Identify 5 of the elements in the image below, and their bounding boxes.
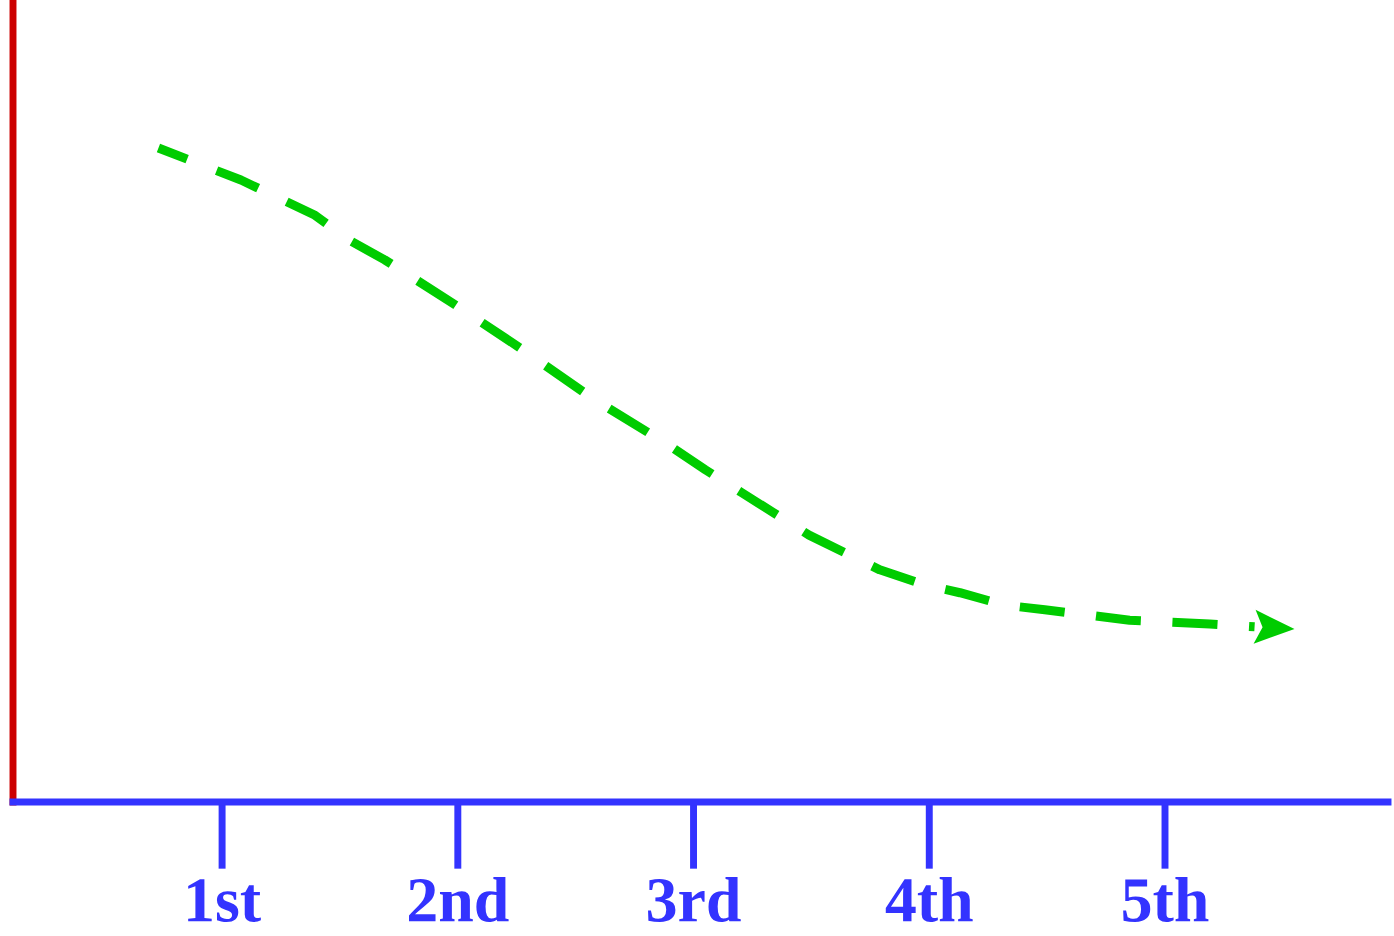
x-tick-label: 5th bbox=[1123, 877, 1209, 922]
x-tick-label: 1st bbox=[188, 879, 261, 922]
x-tick-label: 4th bbox=[885, 877, 973, 922]
x-tick-label: 2nd bbox=[409, 877, 509, 922]
x-tick-label: 3rd bbox=[648, 877, 741, 922]
